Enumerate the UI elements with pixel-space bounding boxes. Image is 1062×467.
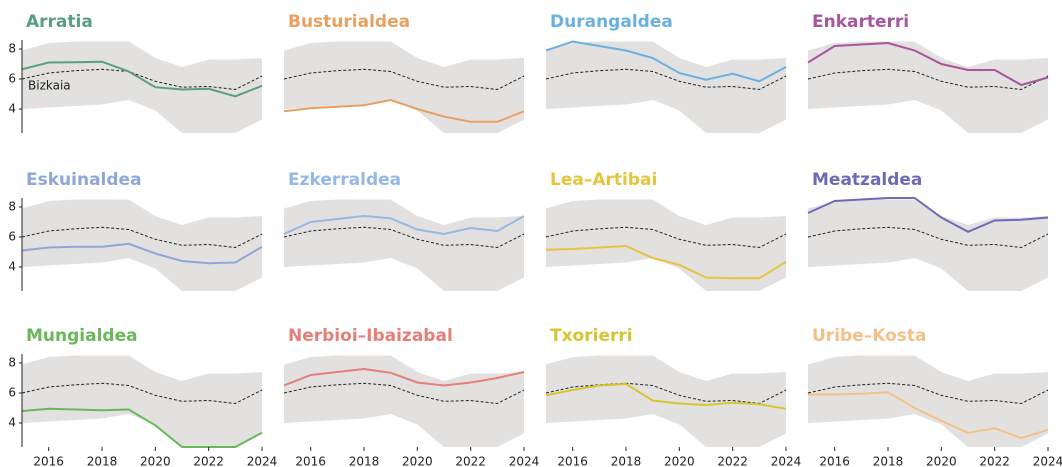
reference-line	[545, 382, 787, 405]
x-tick-label: 2018	[873, 455, 904, 467]
range-band	[22, 41, 262, 133]
series-line	[21, 242, 263, 265]
y-tick-label: 4	[8, 416, 16, 430]
panel-title: Enkarterri	[812, 12, 909, 32]
x-tick-label: 2022	[979, 455, 1010, 467]
reference-line	[21, 226, 263, 249]
reference-label: Bizkaia	[28, 79, 71, 93]
x-tick-label: 2022	[193, 455, 224, 467]
range-band	[284, 355, 524, 447]
x-tick-label: 2018	[87, 455, 118, 467]
reference-line	[807, 68, 1049, 91]
range-band	[808, 41, 1048, 133]
x-tick-label: 2018	[611, 455, 642, 467]
panel-title: Ezkerraldea	[288, 170, 401, 190]
range-band	[22, 199, 262, 291]
series-line	[545, 40, 787, 83]
x-tick-label: 2016	[33, 455, 64, 467]
range-band	[22, 355, 262, 447]
panel-title: Arratia	[26, 12, 93, 32]
range-band	[284, 41, 524, 133]
reference-line	[283, 382, 525, 405]
panel-title: Eskuinaldea	[26, 170, 142, 190]
panel-title: Uribe–Kosta	[812, 326, 926, 346]
y-tick-label: 4	[8, 260, 16, 274]
x-tick-label: 2016	[557, 455, 588, 467]
panel-title: Mungialdea	[26, 326, 138, 346]
panel-title: Meatzaldea	[812, 170, 922, 190]
x-tick-label: 2024	[509, 455, 540, 467]
x-tick-label: 2022	[455, 455, 486, 467]
panel-title: Durangaldea	[550, 12, 673, 32]
reference-line	[807, 226, 1049, 249]
x-tick-label: 2024	[1033, 455, 1062, 467]
range-band	[284, 199, 524, 291]
series-line	[21, 407, 263, 448]
series-line	[808, 391, 1049, 440]
x-tick-label: 2020	[140, 455, 171, 467]
series-line	[545, 382, 787, 410]
series-line	[283, 98, 525, 123]
range-band	[546, 199, 786, 291]
y-tick-label: 6	[8, 72, 16, 86]
y-tick-label: 8	[8, 356, 16, 370]
x-tick-label: 2024	[247, 455, 278, 467]
range-band	[808, 199, 1048, 291]
y-tick-label: 6	[8, 230, 16, 244]
reference-line	[283, 226, 525, 249]
y-tick-label: 8	[8, 42, 16, 56]
range-band	[808, 355, 1048, 447]
x-tick-label: 2016	[819, 455, 850, 467]
reference-line	[283, 68, 525, 91]
series-line	[21, 60, 263, 98]
reference-line	[21, 382, 263, 405]
panel-title: Txorierri	[550, 326, 633, 346]
x-tick-label: 2020	[926, 455, 957, 467]
series-line	[807, 41, 1049, 87]
panel-title: Busturialdea	[288, 12, 410, 32]
x-tick-label: 2020	[402, 455, 433, 467]
x-tick-label: 2020	[664, 455, 695, 467]
reference-line	[545, 226, 787, 249]
reference-line	[807, 382, 1049, 405]
reference-line	[545, 68, 787, 91]
panel-title: Nerbioi–Ibaizabal	[288, 326, 453, 346]
y-tick-label: 6	[8, 386, 16, 400]
series-line	[807, 197, 1049, 233]
series-line	[283, 214, 525, 236]
series-line	[283, 367, 525, 387]
series-line	[545, 244, 787, 280]
x-tick-label: 2024	[771, 455, 802, 467]
y-tick-label: 4	[8, 102, 16, 116]
y-tick-label: 8	[8, 200, 16, 214]
x-tick-label: 2016	[295, 455, 326, 467]
range-band	[546, 41, 786, 133]
x-tick-label: 2022	[717, 455, 748, 467]
x-tick-label: 2018	[349, 455, 380, 467]
panel-title: Lea–Artibai	[550, 170, 657, 190]
reference-line	[21, 68, 263, 91]
